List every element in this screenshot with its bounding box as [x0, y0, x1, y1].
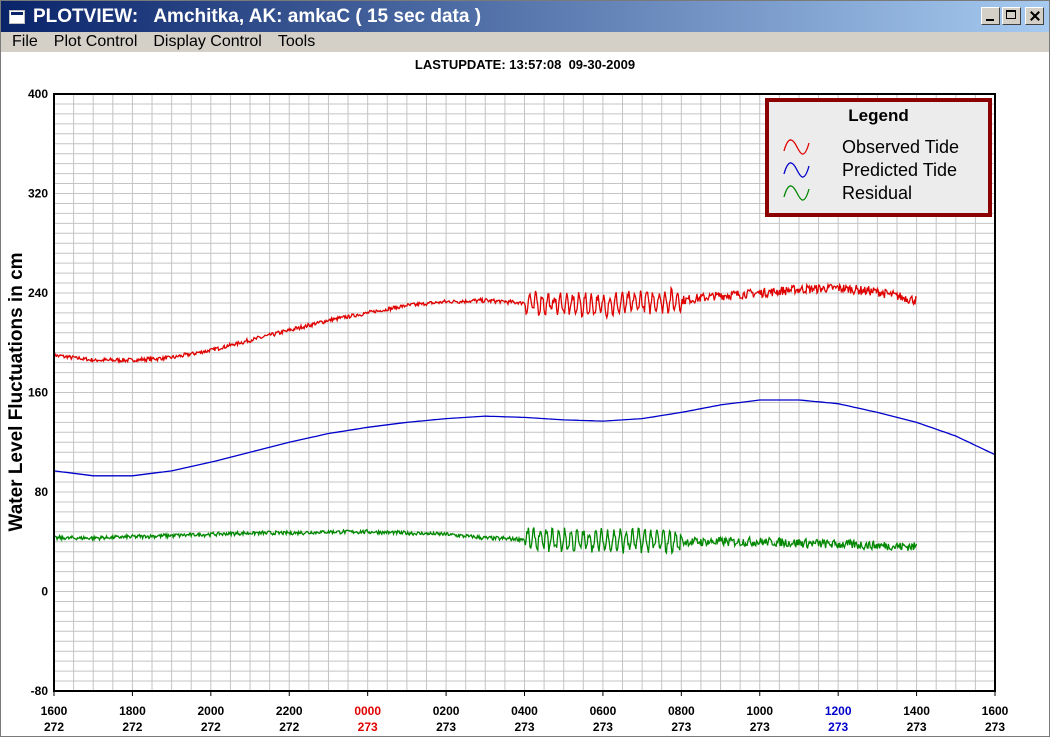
- x-tick-time-label: 1200: [825, 704, 852, 718]
- x-tick-day-label: 273: [514, 720, 534, 734]
- x-tick-day-label: 273: [436, 720, 456, 734]
- y-tick-label: -80: [31, 684, 49, 698]
- legend-swatch-observed: [783, 139, 810, 155]
- x-tick-time-label: 0200: [433, 704, 460, 718]
- y-tick-label: 0: [41, 585, 48, 599]
- x-tick-day-label: 273: [671, 720, 691, 734]
- x-tick-time-label: 0400: [511, 704, 538, 718]
- y-tick-label: 80: [35, 485, 49, 499]
- x-tick-day-label: 272: [44, 720, 64, 734]
- legend-entry-predicted: Predicted Tide: [842, 160, 957, 180]
- last-update-date: 09-30-2009: [568, 57, 636, 72]
- y-tick-label: 400: [28, 87, 48, 101]
- x-tick-time-label: 1800: [119, 704, 146, 718]
- x-tick-time-label: 1400: [903, 704, 930, 718]
- close-icon[interactable]: [1025, 7, 1044, 25]
- series-line-residual: [53, 527, 918, 556]
- x-tick-day-label: 273: [985, 720, 1005, 734]
- menu-file[interactable]: File: [12, 33, 38, 50]
- x-tick-time-label: 0800: [668, 704, 695, 718]
- last-update-line: LASTUPDATE: 13:57:08 09-30-2009: [1, 57, 1049, 72]
- maximize-icon[interactable]: [1002, 7, 1021, 25]
- x-tick-time-label: 0600: [590, 704, 617, 718]
- chart-series: [53, 282, 996, 556]
- legend-swatch-predicted: [783, 162, 810, 178]
- x-tick-day-label: 273: [358, 720, 378, 734]
- legend-entry-residual: Residual: [842, 183, 912, 203]
- window-title: PLOTVIEW: Amchitka, AK: amkaC ( 15 sec d…: [33, 5, 482, 27]
- last-update-time: 13:57:08: [509, 57, 562, 72]
- app-window-icon[interactable]: [9, 9, 25, 24]
- x-tick-time-label: 2200: [276, 704, 303, 718]
- y-tick-label: 320: [28, 187, 48, 201]
- x-tick-day-label: 273: [750, 720, 770, 734]
- legend-title: Legend: [848, 106, 908, 125]
- x-tick-time-label: 1600: [41, 704, 68, 718]
- x-tick-time-label: 1000: [746, 704, 773, 718]
- chart-legend[interactable]: Legend Observed Tide Predicted Tide Residua…: [765, 98, 992, 217]
- title-bar[interactable]: PLOTVIEW: Amchitka, AK: amkaC ( 15 sec d…: [1, 1, 1049, 32]
- menu-plot-control[interactable]: Plot Control: [53, 33, 138, 50]
- chart-axes: -80 0 80 160 240 320 400 1600 272 1800 272 2000 272 2…: [28, 87, 1009, 734]
- x-tick-time-label: 2000: [197, 704, 224, 718]
- y-tick-label: 240: [28, 286, 48, 300]
- window-controls: [981, 7, 1044, 25]
- menu-bar: File Plot Control Display Control Tools: [1, 32, 1049, 52]
- x-tick-day-label: 272: [279, 720, 299, 734]
- legend-swatch-residual: [783, 185, 810, 201]
- x-tick-day-label: 273: [828, 720, 848, 734]
- x-tick-day-label: 273: [907, 720, 927, 734]
- legend-entry-observed: Observed Tide: [842, 137, 959, 157]
- legend-box: [765, 98, 992, 217]
- series-line-observed-tide: [53, 282, 917, 364]
- x-tick-time-label: 0000: [354, 704, 381, 718]
- menu-display-control[interactable]: Display Control: [153, 33, 262, 50]
- last-update-label: LASTUPDATE:: [414, 57, 506, 72]
- menu-tools[interactable]: Tools: [277, 33, 316, 50]
- series-line-predicted-tide: [53, 399, 996, 477]
- y-tick-label: 160: [28, 386, 48, 400]
- x-tick-day-label: 272: [122, 720, 142, 734]
- minimize-icon[interactable]: [981, 7, 1000, 25]
- y-axis-label: Water Level Fluctuations in cm: [6, 252, 27, 531]
- x-tick-day-label: 273: [593, 720, 613, 734]
- x-tick-time-label: 1600: [982, 704, 1009, 718]
- x-tick-day-label: 272: [201, 720, 221, 734]
